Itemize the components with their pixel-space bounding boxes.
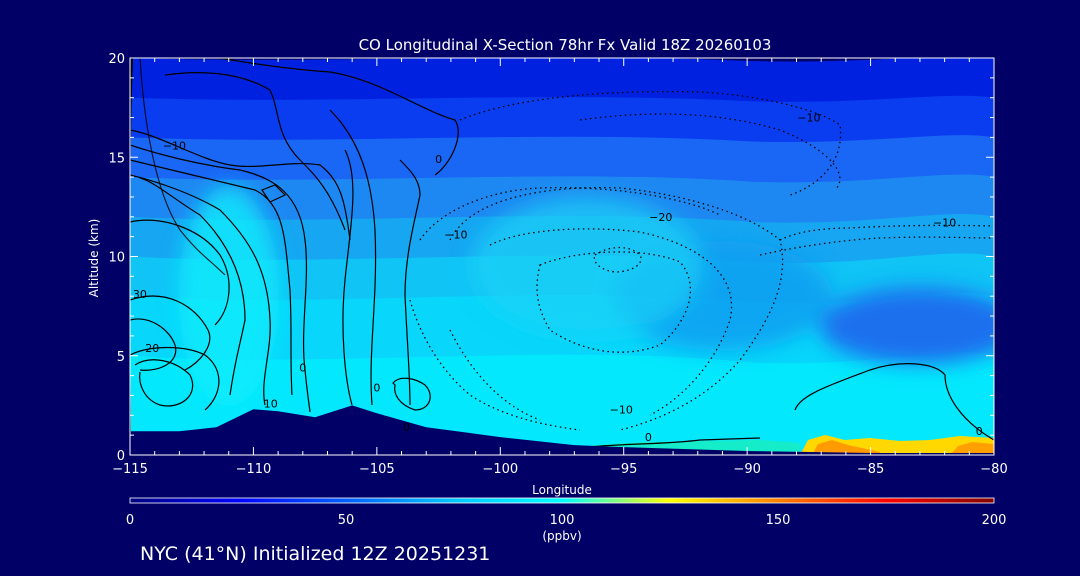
- contour-label: −10: [610, 403, 633, 416]
- contour-label: 10: [264, 397, 278, 410]
- colorbar-tick-label: 0: [126, 513, 134, 528]
- contour-label: −10: [444, 229, 467, 242]
- low-co-pocket: [819, 287, 994, 364]
- y-tick-label: 15: [108, 151, 125, 166]
- contour-label: 0: [435, 153, 442, 166]
- contour-label: 30: [133, 288, 147, 301]
- colorbar-tick-label: 100: [550, 513, 575, 528]
- y-tick-label: 10: [108, 251, 125, 266]
- contour-label: 0: [299, 362, 306, 375]
- contour-label: 0: [403, 421, 410, 434]
- x-tick-label: −110: [236, 462, 272, 477]
- plot-area: [130, 58, 994, 455]
- x-tick-label: −85: [857, 462, 884, 477]
- x-tick-label: −100: [482, 462, 518, 477]
- contour-label: −10: [933, 217, 956, 230]
- x-tick-label: −95: [610, 462, 637, 477]
- contour-label: 20: [145, 342, 159, 355]
- contour-label: −10: [163, 139, 186, 152]
- x-axis-label: Longitude: [532, 483, 592, 497]
- contour-label: 0: [373, 381, 380, 394]
- colorbar-tick-label: 50: [338, 513, 355, 528]
- x-tick-label: −105: [359, 462, 395, 477]
- contour-label: 0: [976, 425, 983, 438]
- colorbar-tick-label: 200: [982, 513, 1007, 528]
- negative-contours: [409, 90, 994, 431]
- x-tick-label: −115: [112, 462, 148, 477]
- footer-caption: NYC (41°N) Initialized 12Z 20251231: [140, 543, 491, 565]
- y-axis-label: Altitude (km): [87, 219, 101, 298]
- chart-title: CO Longitudinal X-Section 78hr Fx Valid …: [359, 36, 772, 54]
- colorbar-tick-label: 150: [766, 513, 791, 528]
- x-tick-label: −80: [980, 462, 1007, 477]
- contour-label: 0: [645, 431, 652, 444]
- colorbar-unit: (ppbv): [542, 529, 581, 543]
- mid-level-co-region: [471, 196, 702, 337]
- contour-label: −10: [797, 112, 820, 125]
- y-tick-label: 0: [117, 449, 125, 464]
- y-tick-label: 5: [117, 350, 125, 365]
- colorbar: 0 50 100 150 200 (ppbv): [126, 497, 1007, 543]
- terrain: [130, 405, 994, 455]
- x-tick-label: −90: [733, 462, 760, 477]
- y-tick-label: 20: [108, 52, 125, 67]
- colorbar-gradient: [129, 497, 995, 504]
- contour-label: −20: [649, 211, 672, 224]
